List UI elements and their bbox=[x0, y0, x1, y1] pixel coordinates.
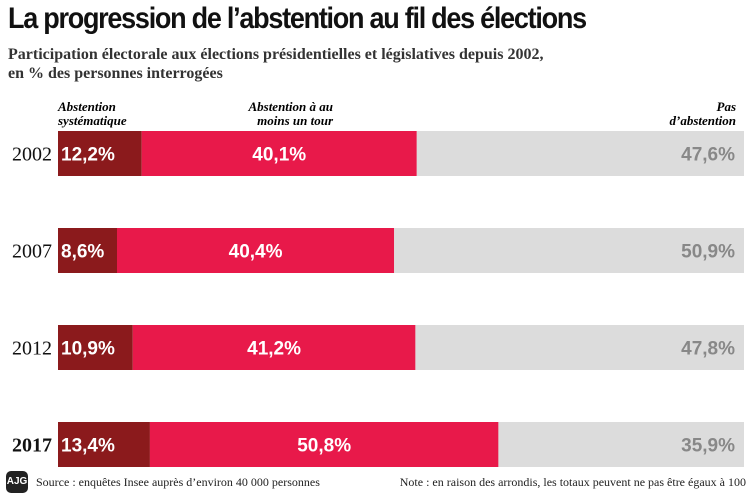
bar-abstention-systematique-2017 bbox=[58, 422, 150, 467]
legend-abstention-systematique-line-1: Abstention bbox=[57, 99, 116, 114]
value-label-abstention-systematique-2012: 10,9% bbox=[61, 339, 115, 360]
note-text: Note : en raison des arrondis, les totau… bbox=[399, 475, 746, 489]
bar-abstention-un-tour-2002 bbox=[141, 131, 417, 176]
year-label-2017: 2017 bbox=[12, 435, 52, 457]
value-label-abstention-un-tour-2007: 40,4% bbox=[229, 242, 283, 263]
source-text: Source : enquêtes Insee auprès d’environ… bbox=[36, 475, 320, 489]
year-label-2002: 2002 bbox=[12, 144, 52, 166]
chart-subtitle: Participation électorale aux élections p… bbox=[8, 45, 748, 83]
subtitle-line-2: en % des personnes interrogées bbox=[8, 65, 223, 82]
bar-abstention-un-tour-2017 bbox=[149, 422, 499, 467]
value-label-pas-abstention-2012: 47,8% bbox=[681, 339, 735, 360]
bar-pas-abstention-2017 bbox=[498, 422, 744, 467]
value-label-abstention-un-tour-2012: 41,2% bbox=[247, 339, 301, 360]
year-label-2007: 2007 bbox=[12, 241, 52, 263]
value-label-pas-abstention-2007: 50,9% bbox=[681, 242, 735, 263]
legend-pas-abstention-line-2: d’abstention bbox=[670, 113, 736, 128]
value-label-abstention-systematique-2017: 13,4% bbox=[61, 436, 115, 457]
bar-abstention-systematique-2007 bbox=[58, 228, 117, 273]
legend: Abstention systématique Abstention à au … bbox=[57, 99, 736, 128]
legend-pas-abstention-line-1: Pas bbox=[717, 99, 737, 114]
logo-icon: AJG bbox=[6, 471, 28, 493]
bar-pas-abstention-2007 bbox=[394, 228, 744, 273]
footer: AJG Source : enquêtes Insee auprès d’env… bbox=[6, 470, 746, 494]
value-label-pas-abstention-2017: 35,9% bbox=[681, 436, 735, 457]
legend-abstention-un-tour-line-2: moins un tour bbox=[257, 113, 334, 128]
value-label-abstention-systematique-2007: 8,6% bbox=[61, 242, 104, 263]
bar-abstention-un-tour-2007 bbox=[116, 228, 395, 273]
value-label-abstention-un-tour-2017: 50,8% bbox=[297, 436, 351, 457]
chart-title: La progression de l’abstention au fil de… bbox=[8, 2, 587, 35]
value-label-pas-abstention-2002: 47,6% bbox=[681, 145, 735, 166]
bar-pas-abstention-2012 bbox=[415, 325, 744, 370]
bar-pas-abstention-2002 bbox=[416, 131, 744, 176]
bars-group: 2002 12,2% 40,1% 47,6% 2007 8,6% 40,4% 50,9% 201… bbox=[12, 131, 744, 467]
bar-abstention-systematique-2012 bbox=[58, 325, 133, 370]
stacked-bar-chart: Abstention systématique Abstention à au … bbox=[12, 99, 744, 467]
bar-abstention-systematique-2002 bbox=[58, 131, 142, 176]
value-label-abstention-un-tour-2002: 40,1% bbox=[252, 145, 306, 166]
year-label-2012: 2012 bbox=[12, 338, 52, 360]
subtitle-line-1: Participation électorale aux élections p… bbox=[8, 46, 544, 63]
legend-abstention-un-tour-line-1: Abstention à au bbox=[247, 99, 333, 114]
legend-abstention-systematique-line-2: systématique bbox=[57, 113, 127, 128]
value-label-abstention-systematique-2002: 12,2% bbox=[61, 145, 115, 166]
bar-abstention-un-tour-2012 bbox=[132, 325, 416, 370]
